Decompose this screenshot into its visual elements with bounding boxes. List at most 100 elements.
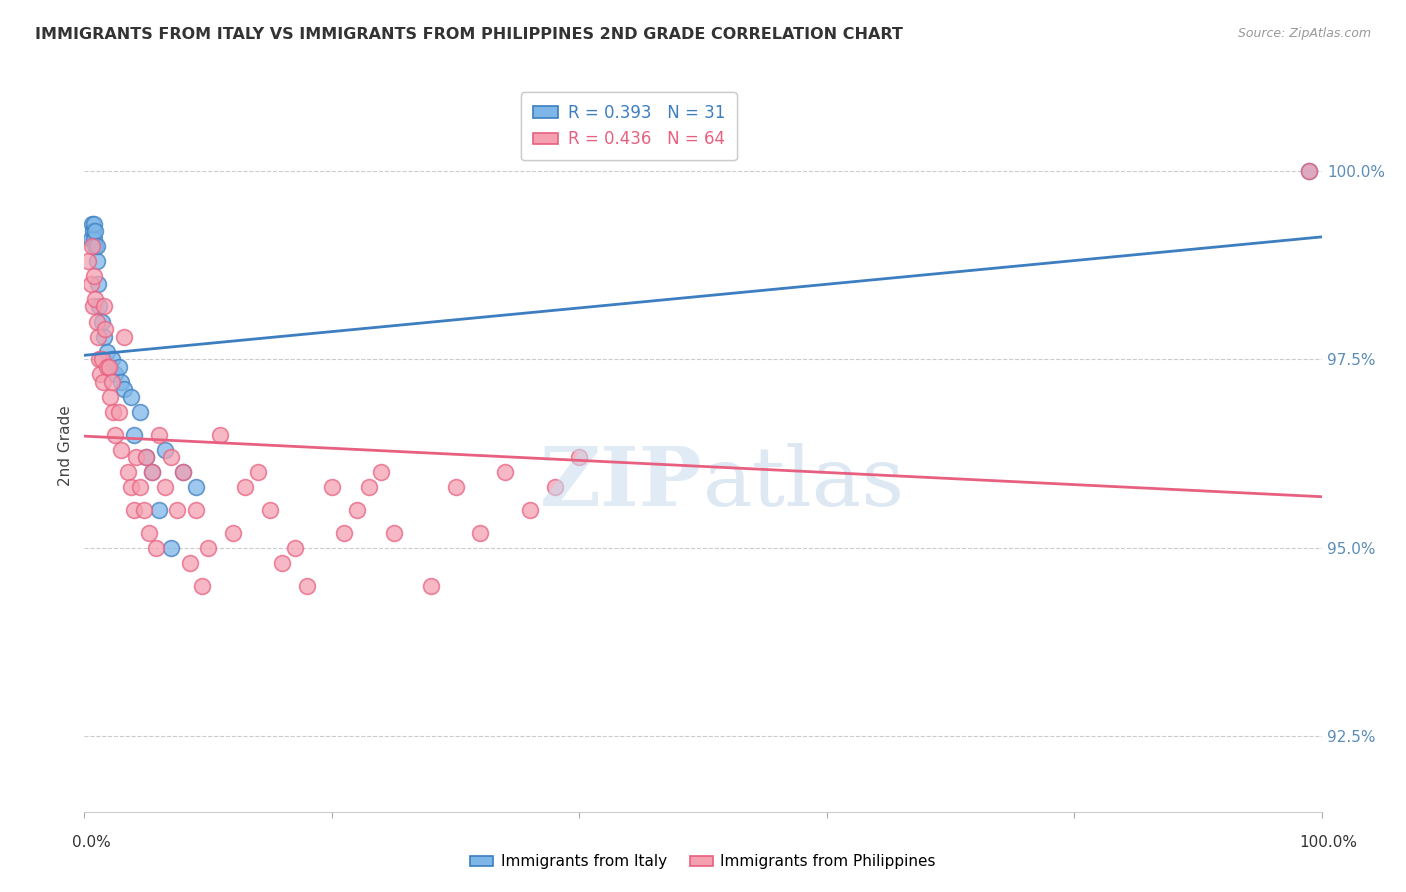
Point [84, 239, 107, 253]
Point [98, 359, 121, 374]
Point [382, 525, 405, 540]
Legend: R = 0.393   N = 31, R = 0.436   N = 64: R = 0.393 N = 31, R = 0.436 N = 64 [520, 92, 737, 160]
Point [132, 503, 155, 517]
Point [110, 442, 132, 457]
Point [98, 390, 121, 404]
Point [122, 503, 145, 517]
Point [295, 578, 318, 592]
Point [470, 525, 492, 540]
Text: Source: ZipAtlas.com: Source: ZipAtlas.com [1237, 27, 1371, 40]
Point [112, 383, 135, 397]
Point [98, 359, 121, 374]
Point [172, 466, 194, 480]
Point [96, 344, 118, 359]
Point [93, 329, 115, 343]
Point [120, 390, 142, 404]
Point [160, 450, 183, 465]
Point [321, 480, 343, 494]
Point [346, 503, 368, 517]
Point [494, 466, 516, 480]
Point [89, 352, 111, 367]
Y-axis label: 2nd Grade: 2nd Grade [58, 406, 73, 486]
Point [1298, 163, 1320, 178]
Point [543, 480, 565, 494]
Point [89, 368, 111, 382]
Point [148, 503, 170, 517]
Point [84, 292, 107, 306]
Point [138, 525, 160, 540]
Point [184, 503, 207, 517]
Text: ZIP: ZIP [540, 442, 703, 523]
Point [179, 556, 201, 570]
Point [333, 525, 356, 540]
Point [83, 269, 105, 284]
Point [519, 503, 541, 517]
Point [94, 322, 117, 336]
Point [259, 503, 281, 517]
Point [120, 480, 142, 494]
Point [83, 232, 105, 246]
Point [1298, 163, 1320, 178]
Point [83, 217, 105, 231]
Point [89, 300, 111, 314]
Text: IMMIGRANTS FROM ITALY VS IMMIGRANTS FROM PHILIPPINES 2ND GRADE CORRELATION CHART: IMMIGRANTS FROM ITALY VS IMMIGRANTS FROM… [35, 27, 903, 42]
Point [93, 300, 115, 314]
Point [145, 541, 167, 555]
Point [80, 217, 103, 231]
Text: 0.0%: 0.0% [72, 836, 111, 850]
Point [108, 405, 131, 419]
Point [233, 480, 256, 494]
Point [209, 427, 232, 442]
Point [284, 541, 307, 555]
Point [148, 427, 170, 442]
Point [101, 405, 124, 419]
Point [141, 466, 163, 480]
Point [419, 578, 441, 592]
Point [117, 466, 139, 480]
Point [87, 329, 110, 343]
Point [357, 480, 380, 494]
Point [91, 375, 114, 389]
Point [122, 427, 145, 442]
Point [160, 541, 183, 555]
Point [125, 450, 148, 465]
Text: 100.0%: 100.0% [1299, 836, 1358, 850]
Point [104, 368, 127, 382]
Point [135, 450, 157, 465]
Point [166, 503, 188, 517]
Point [86, 239, 108, 253]
Point [100, 352, 122, 367]
Point [444, 480, 467, 494]
Point [79, 232, 101, 246]
Legend: Immigrants from Italy, Immigrants from Philippines: Immigrants from Italy, Immigrants from P… [464, 848, 942, 875]
Point [96, 359, 118, 374]
Point [90, 352, 112, 367]
Point [141, 466, 163, 480]
Point [129, 405, 152, 419]
Point [184, 480, 207, 494]
Point [271, 556, 294, 570]
Point [82, 224, 104, 238]
Point [370, 466, 392, 480]
Text: atlas: atlas [703, 442, 905, 523]
Point [87, 277, 110, 291]
Point [100, 375, 122, 389]
Point [222, 525, 245, 540]
Point [86, 315, 108, 329]
Point [568, 450, 591, 465]
Point [104, 427, 127, 442]
Point [86, 254, 108, 268]
Point [112, 329, 135, 343]
Point [197, 541, 219, 555]
Point [129, 480, 152, 494]
Point [172, 466, 194, 480]
Point [153, 442, 176, 457]
Point [79, 277, 101, 291]
Point [246, 466, 269, 480]
Point [191, 578, 214, 592]
Point [77, 254, 100, 268]
Point [135, 450, 157, 465]
Point [153, 480, 176, 494]
Point [84, 224, 107, 238]
Point [110, 375, 132, 389]
